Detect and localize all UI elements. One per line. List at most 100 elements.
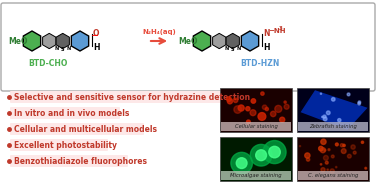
Circle shape bbox=[227, 99, 232, 104]
Circle shape bbox=[251, 99, 256, 103]
Circle shape bbox=[305, 153, 310, 158]
Bar bbox=[221, 171, 291, 180]
Circle shape bbox=[347, 93, 350, 96]
FancyBboxPatch shape bbox=[10, 139, 108, 151]
Circle shape bbox=[323, 115, 326, 118]
Circle shape bbox=[325, 161, 328, 164]
Text: N: N bbox=[66, 46, 70, 51]
Text: N: N bbox=[236, 46, 240, 51]
Circle shape bbox=[246, 107, 250, 111]
Circle shape bbox=[284, 101, 286, 103]
Text: Selective and sensitive sensor for hydrazine detection: Selective and sensitive sensor for hydra… bbox=[14, 92, 250, 101]
Circle shape bbox=[331, 155, 334, 158]
Circle shape bbox=[351, 145, 355, 149]
Circle shape bbox=[231, 152, 252, 174]
Circle shape bbox=[328, 149, 330, 151]
Text: N: N bbox=[55, 46, 59, 51]
Circle shape bbox=[318, 146, 323, 151]
Polygon shape bbox=[71, 31, 89, 51]
Circle shape bbox=[321, 168, 325, 172]
Circle shape bbox=[340, 144, 344, 147]
Circle shape bbox=[323, 117, 327, 121]
FancyBboxPatch shape bbox=[10, 91, 228, 103]
Circle shape bbox=[327, 169, 329, 170]
FancyBboxPatch shape bbox=[10, 155, 128, 167]
Text: ~NH: ~NH bbox=[268, 28, 285, 34]
Circle shape bbox=[236, 158, 247, 168]
Text: In vitro and in vivo models: In vitro and in vivo models bbox=[14, 108, 129, 118]
Bar bbox=[298, 122, 368, 131]
Bar bbox=[221, 122, 291, 131]
Polygon shape bbox=[226, 33, 240, 49]
Circle shape bbox=[326, 111, 330, 115]
Circle shape bbox=[262, 105, 267, 109]
Text: Cellular and multicellular models: Cellular and multicellular models bbox=[14, 125, 157, 133]
Circle shape bbox=[261, 92, 264, 95]
Circle shape bbox=[321, 139, 326, 144]
Bar bbox=[220, 88, 292, 132]
Text: S: S bbox=[231, 47, 235, 52]
Bar bbox=[297, 137, 369, 181]
Circle shape bbox=[335, 143, 338, 146]
Circle shape bbox=[347, 154, 351, 158]
Circle shape bbox=[320, 93, 321, 94]
Polygon shape bbox=[212, 33, 226, 49]
Circle shape bbox=[320, 148, 326, 153]
Text: H: H bbox=[93, 43, 100, 51]
Text: S: S bbox=[61, 47, 65, 52]
FancyBboxPatch shape bbox=[1, 3, 375, 91]
FancyBboxPatch shape bbox=[10, 123, 144, 135]
Circle shape bbox=[299, 146, 301, 147]
Circle shape bbox=[335, 167, 337, 168]
Text: 3: 3 bbox=[279, 26, 283, 32]
Text: Microalgae staining: Microalgae staining bbox=[230, 173, 282, 178]
Circle shape bbox=[332, 98, 335, 101]
Polygon shape bbox=[193, 31, 211, 51]
Circle shape bbox=[330, 169, 334, 173]
Circle shape bbox=[323, 155, 328, 160]
Circle shape bbox=[324, 149, 326, 151]
Circle shape bbox=[258, 113, 266, 120]
Circle shape bbox=[343, 144, 345, 147]
Text: H: H bbox=[263, 43, 270, 51]
Circle shape bbox=[250, 144, 272, 166]
Text: BTD-HZN: BTD-HZN bbox=[240, 59, 280, 67]
Text: MeO: MeO bbox=[8, 36, 27, 46]
Text: Benzothiadiazole fluorophores: Benzothiadiazole fluorophores bbox=[14, 156, 147, 166]
Circle shape bbox=[353, 151, 356, 154]
Circle shape bbox=[341, 149, 346, 153]
Bar bbox=[298, 171, 368, 180]
Circle shape bbox=[269, 146, 280, 158]
Polygon shape bbox=[241, 31, 259, 51]
Circle shape bbox=[233, 98, 238, 103]
Circle shape bbox=[275, 105, 282, 112]
Circle shape bbox=[247, 120, 250, 124]
Polygon shape bbox=[300, 90, 368, 130]
Text: Zebrafish staining: Zebrafish staining bbox=[309, 124, 357, 129]
Circle shape bbox=[320, 164, 322, 165]
Circle shape bbox=[227, 97, 231, 101]
Circle shape bbox=[280, 117, 285, 122]
FancyBboxPatch shape bbox=[10, 107, 120, 119]
Circle shape bbox=[365, 167, 367, 169]
Text: Cellular staining: Cellular staining bbox=[235, 124, 277, 129]
Text: Excellent photostability: Excellent photostability bbox=[14, 140, 117, 149]
Circle shape bbox=[361, 141, 364, 143]
Circle shape bbox=[338, 119, 341, 122]
Text: O: O bbox=[93, 29, 100, 37]
Circle shape bbox=[238, 105, 244, 111]
Circle shape bbox=[306, 158, 310, 161]
Text: MeO: MeO bbox=[178, 36, 197, 46]
Polygon shape bbox=[42, 33, 56, 49]
Text: N₂H₄(aq): N₂H₄(aq) bbox=[142, 29, 176, 35]
Circle shape bbox=[265, 107, 268, 111]
Circle shape bbox=[284, 104, 289, 109]
Circle shape bbox=[256, 150, 267, 161]
Text: N: N bbox=[225, 46, 229, 51]
Circle shape bbox=[322, 116, 323, 118]
Circle shape bbox=[358, 102, 361, 105]
Text: N: N bbox=[263, 29, 270, 37]
Polygon shape bbox=[56, 33, 70, 49]
Circle shape bbox=[250, 110, 256, 116]
Circle shape bbox=[358, 101, 361, 103]
